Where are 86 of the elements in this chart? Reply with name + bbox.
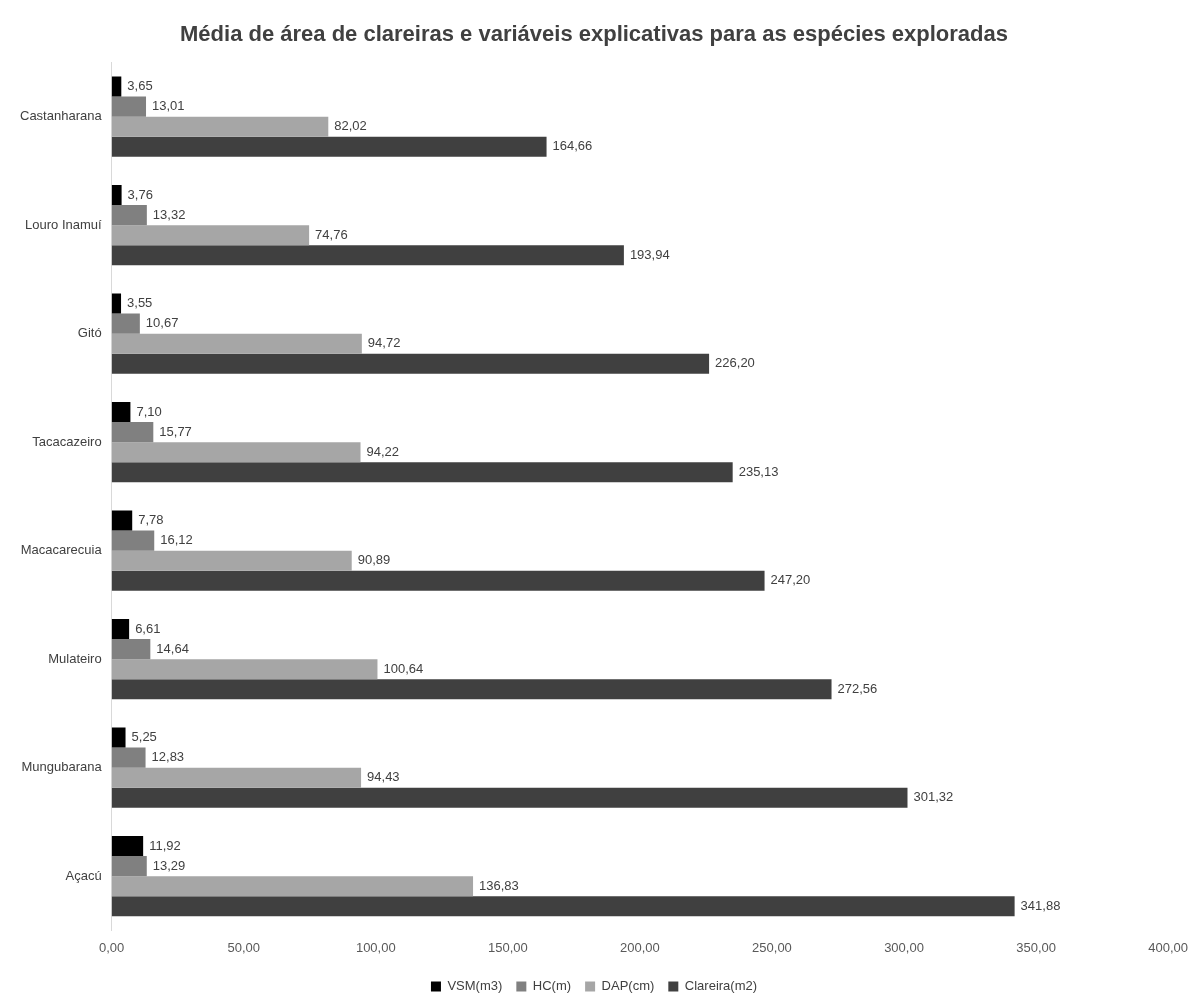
legend-label: Clareira(m2) <box>684 978 758 994</box>
x-tick-label: 300,00 <box>884 939 924 955</box>
bar <box>111 225 310 246</box>
data-label: 5,25 <box>131 729 157 745</box>
bar <box>111 530 155 551</box>
bar <box>111 76 122 97</box>
bar <box>111 510 133 531</box>
data-label: 136,83 <box>479 877 519 893</box>
data-label: 13,29 <box>152 857 186 873</box>
data-label: 7,78 <box>138 512 164 528</box>
data-label: 13,01 <box>152 98 185 114</box>
data-label: 301,32 <box>913 789 954 805</box>
x-tick-label: 350,00 <box>1016 939 1056 955</box>
data-label: 12,83 <box>151 749 185 765</box>
bar <box>111 116 329 137</box>
chart-title: Média de área de clareiras e variáveis explicativas para as espécies exploradas <box>180 21 1008 47</box>
data-label: 235,13 <box>738 463 779 479</box>
data-label: 100,64 <box>383 660 424 676</box>
data-label: 3,65 <box>127 78 153 94</box>
data-label: 272,56 <box>837 680 878 696</box>
x-tick-label: 0,00 <box>99 939 125 955</box>
bar <box>111 876 474 897</box>
bar <box>111 422 154 443</box>
x-tick-label: 50,00 <box>227 939 260 955</box>
data-label: 15,77 <box>159 423 192 439</box>
bar <box>111 836 144 857</box>
bar <box>111 185 122 206</box>
data-label: 10,67 <box>145 315 179 331</box>
bar <box>111 245 624 266</box>
bar <box>111 570 765 591</box>
data-label: 6,61 <box>135 620 161 636</box>
bar <box>111 333 362 354</box>
bar <box>111 96 147 117</box>
y-tick-label: Mulateiro <box>48 650 102 666</box>
bar <box>111 402 131 423</box>
data-label: 3,55 <box>127 295 153 311</box>
bar <box>111 619 130 640</box>
data-label: 94,72 <box>367 335 401 351</box>
bar <box>111 659 378 680</box>
data-label: 82,02 <box>334 118 367 134</box>
x-tick-label: 150,00 <box>487 939 528 955</box>
bar <box>111 353 710 374</box>
data-label: 94,43 <box>367 769 400 785</box>
bar <box>111 679 832 700</box>
data-label: 3,76 <box>127 186 153 202</box>
bar <box>111 767 362 788</box>
y-tick-label: Louro Inamuí <box>25 216 103 232</box>
bar <box>111 747 146 768</box>
y-tick-label: Tacacazeiro <box>32 433 102 449</box>
bar <box>111 442 361 463</box>
x-tick-label: 250,00 <box>752 939 792 955</box>
bar <box>111 639 151 660</box>
bar <box>111 896 1015 917</box>
y-tick-label: Mungubarana <box>21 759 103 775</box>
bar <box>111 787 908 808</box>
legend-label: DAP(cm) <box>601 978 655 994</box>
bar <box>111 293 122 314</box>
data-label: 16,12 <box>160 532 193 548</box>
x-tick-label: 100,00 <box>355 939 396 955</box>
data-label: 341,88 <box>1020 897 1061 913</box>
bar <box>111 462 733 483</box>
data-label: 90,89 <box>357 552 391 568</box>
x-tick-label: 400,00 <box>1148 939 1188 955</box>
data-label: 14,64 <box>156 640 189 656</box>
bar <box>111 550 352 571</box>
data-label: 164,66 <box>552 138 593 154</box>
data-label: 13,32 <box>152 206 186 222</box>
y-tick-label: Castanharana <box>20 108 103 124</box>
y-tick-label: Açacú <box>65 867 102 883</box>
data-label: 74,76 <box>315 226 348 242</box>
bar <box>111 313 140 334</box>
bar <box>111 856 147 877</box>
data-label: 247,20 <box>770 572 811 588</box>
bar <box>111 136 547 157</box>
data-label: 11,92 <box>149 837 181 853</box>
data-label: 94,22 <box>366 443 400 459</box>
x-tick-label: 200,00 <box>620 939 660 955</box>
bar <box>111 727 126 748</box>
data-label: 193,94 <box>629 246 670 262</box>
legend-label: VSM(m3) <box>447 978 503 994</box>
data-label: 7,10 <box>136 403 162 419</box>
legend-label: HC(m) <box>532 978 572 994</box>
bar <box>111 205 147 226</box>
data-label: 226,20 <box>715 355 755 371</box>
y-tick-label: Gitó <box>77 325 102 341</box>
y-tick-label: Macacarecuia <box>20 542 103 558</box>
